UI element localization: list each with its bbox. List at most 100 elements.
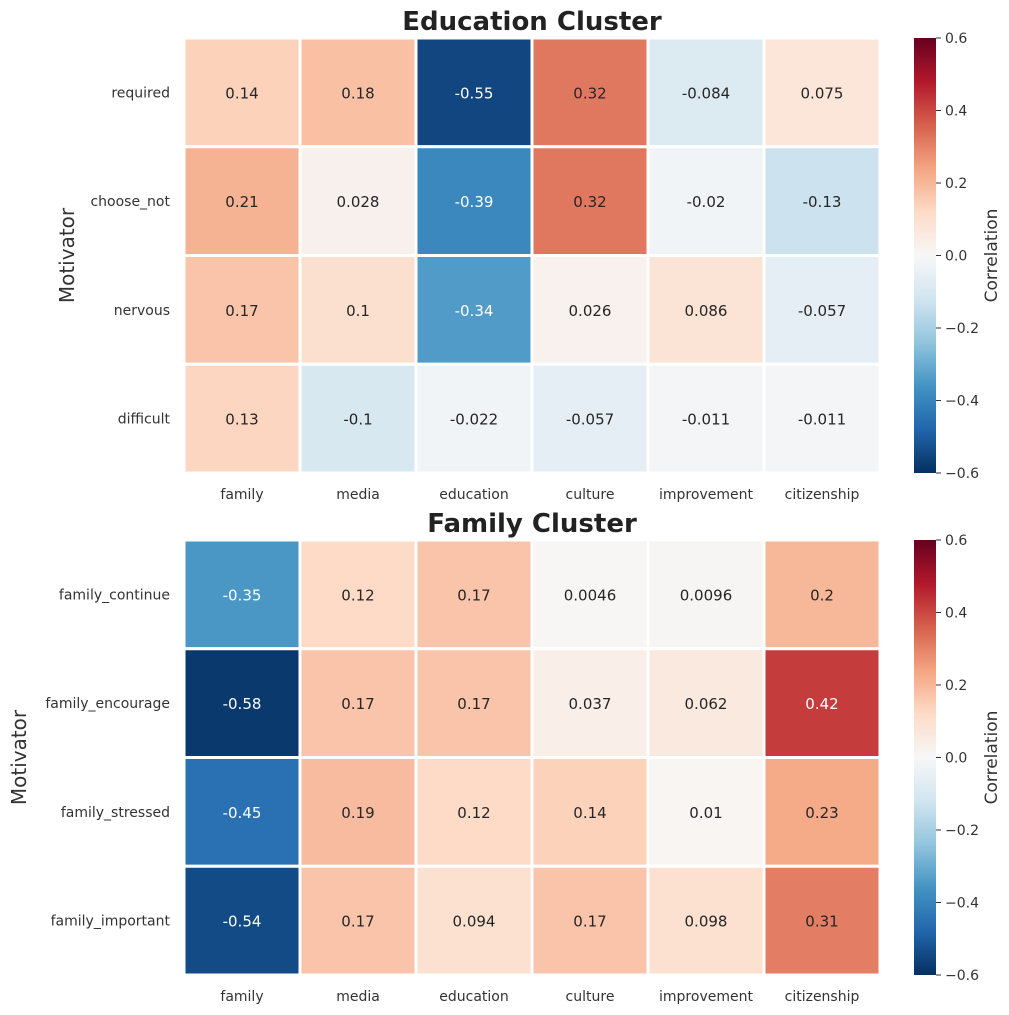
colorbar-tick-label: −0.2	[945, 823, 979, 839]
cell-value-label: 0.17	[457, 695, 490, 713]
cell-value-label: -0.084	[682, 84, 730, 102]
colorbar-tick-label: 0.0	[945, 249, 967, 265]
cell-value-label: -0.057	[798, 302, 846, 320]
colorbar-label: Correlation	[982, 209, 1002, 303]
cell-value-label: 0.086	[685, 302, 728, 320]
heatmap-cell	[762, 864, 882, 977]
heatmap-cell	[530, 254, 650, 366]
cell-value-label: 0.098	[685, 913, 728, 931]
heatmap-cell	[646, 864, 766, 977]
heatmap-cell	[182, 36, 302, 149]
heatmap-cell	[298, 36, 418, 149]
cell-value-label: -0.34	[455, 302, 494, 320]
heatmap-cell	[298, 145, 418, 257]
colorbar-tick-label: −0.6	[945, 968, 979, 984]
cell-value-label: 0.12	[341, 586, 374, 604]
heatmap-cell	[298, 647, 418, 759]
colorbar-tick-label: −0.4	[945, 394, 979, 410]
x-tick-label: citizenship	[785, 989, 860, 1005]
heatmap-cell	[414, 756, 534, 868]
x-tick-label: family	[220, 487, 263, 503]
heatmap-cell	[762, 538, 882, 651]
heatmap-panel-2: Family Cluster -0.35 0.12 0.17 0.0046 0.0096 0…	[7, 509, 1002, 1005]
x-tick-label: improvement	[659, 487, 753, 503]
cell-value-label: 0.17	[341, 913, 374, 931]
cell-value-label: 0.026	[569, 302, 612, 320]
colorbar-tick-label: −0.2	[945, 321, 979, 337]
colorbar-label: Correlation	[982, 711, 1002, 805]
heatmap-panel-1: Education Cluster 0.14 0.18 -0.55 0.32 -0.084…	[55, 7, 1002, 503]
colorbar-tick-label: 0.2	[945, 678, 967, 694]
cell-value-label: 0.028	[337, 193, 380, 211]
colorbar-tick-label: 0.4	[945, 104, 967, 120]
heatmap-cell	[762, 647, 882, 759]
colorbar-tick-label: 0.2	[945, 176, 967, 192]
y-tick-label: required	[111, 85, 170, 101]
cell-value-label: 0.12	[457, 804, 490, 822]
cell-value-label: 0.32	[573, 84, 606, 102]
y-axis-label: Motivator	[55, 207, 79, 303]
cell-value-label: 0.037	[569, 695, 612, 713]
y-tick-label: difficult	[118, 412, 171, 428]
cell-value-label: 0.062	[685, 695, 728, 713]
cell-value-label: -0.35	[223, 586, 262, 604]
cell-value-label: 0.14	[225, 84, 258, 102]
cell-value-label: 0.0096	[680, 586, 733, 604]
cell-value-label: -0.58	[223, 695, 262, 713]
cell-value-label: 0.14	[573, 804, 606, 822]
y-tick-label: family_important	[51, 914, 171, 930]
heatmap-cell	[530, 145, 650, 257]
chart-title: Family Cluster	[427, 509, 637, 539]
y-tick-label: choose_not	[90, 194, 170, 210]
x-tick-label: culture	[566, 487, 615, 503]
x-tick-label: education	[439, 989, 508, 1005]
heatmap-cell	[182, 362, 302, 475]
cell-value-label: 0.13	[225, 411, 258, 429]
cell-value-label: 0.17	[225, 302, 258, 320]
colorbar-tick-label: 0.0	[945, 751, 967, 767]
y-tick-label: family_encourage	[45, 696, 170, 712]
heatmap-cell	[414, 362, 534, 475]
chart-title: Education Cluster	[402, 7, 662, 37]
cell-value-label: -0.1	[343, 411, 372, 429]
heatmap-cell	[182, 756, 302, 868]
y-tick-label: family_continue	[59, 587, 170, 603]
cell-value-label: -0.39	[455, 193, 494, 211]
heatmap-cell	[414, 864, 534, 977]
colorbar-tick-label: 0.6	[945, 31, 967, 47]
cell-value-label: 0.17	[573, 913, 606, 931]
y-axis-label: Motivator	[7, 709, 31, 805]
heatmap-cell	[762, 145, 882, 257]
cell-value-label: 0.42	[805, 695, 838, 713]
cell-value-label: -0.02	[687, 193, 726, 211]
heatmap-cell	[530, 538, 650, 651]
cell-value-label: -0.022	[450, 411, 498, 429]
cell-value-label: -0.011	[682, 411, 730, 429]
cell-value-label: 0.21	[225, 193, 258, 211]
colorbar-tick-label: −0.6	[945, 466, 979, 482]
cell-value-label: 0.01	[689, 804, 722, 822]
heatmap-cell	[762, 756, 882, 868]
y-tick-label: family_stressed	[61, 805, 170, 821]
heatmap-cell	[298, 362, 418, 475]
heatmap-cell	[298, 254, 418, 366]
x-tick-label: media	[336, 989, 380, 1005]
x-tick-label: culture	[566, 989, 615, 1005]
heatmap-cell	[530, 647, 650, 759]
cell-value-label: 0.1	[346, 302, 370, 320]
cell-value-label: 0.2	[810, 586, 834, 604]
cell-value-label: -0.45	[223, 804, 262, 822]
x-tick-label: family	[220, 989, 263, 1005]
x-tick-label: education	[439, 487, 508, 503]
cell-value-label: 0.0046	[564, 586, 617, 604]
colorbar-tick-label: 0.6	[945, 533, 967, 549]
cell-value-label: 0.18	[341, 84, 374, 102]
heatmap-cell	[762, 254, 882, 366]
cell-value-label: -0.54	[223, 913, 262, 931]
heatmap-cell	[646, 254, 766, 366]
cell-value-label: 0.19	[341, 804, 374, 822]
x-tick-label: media	[336, 487, 380, 503]
cell-value-label: -0.13	[803, 193, 842, 211]
cell-value-label: -0.057	[566, 411, 614, 429]
